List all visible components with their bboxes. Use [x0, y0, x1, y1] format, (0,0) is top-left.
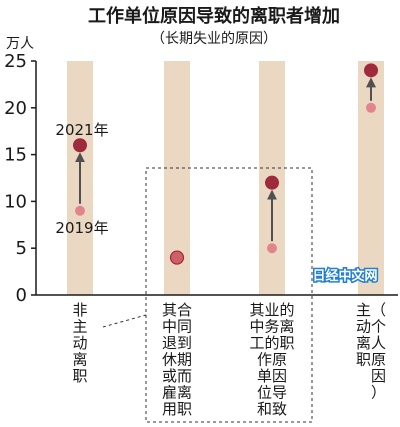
category-label-workplace: 其业的: [249, 301, 294, 319]
point-both-contract-end: [169, 250, 185, 265]
category-bands: [67, 61, 384, 295]
category-label-workplace: 中务离: [249, 318, 294, 336]
point-2019-workplace: [267, 243, 277, 254]
y-axis-unit: 万人: [6, 36, 34, 52]
category-label-contract-end: 雇离: [162, 384, 192, 402]
label-2019: 2019年: [55, 219, 108, 237]
category-label-contract-end: 休期: [162, 351, 192, 369]
category-label-contract-end: 中同: [162, 318, 192, 336]
category-label-workplace: 工的职: [249, 334, 294, 352]
data-points: [73, 63, 378, 265]
chart-title: 工作单位原因导致的离职者增加: [88, 5, 340, 27]
category-label-voluntary: 职原: [356, 351, 386, 369]
point-2021-voluntary: [364, 63, 378, 78]
point-2021-non-voluntary: [73, 138, 87, 153]
y-tick-label: 15: [4, 145, 27, 166]
watermark: 日经中文网: [312, 268, 377, 284]
category-label-voluntary: ）: [356, 384, 386, 402]
y-tick-label: 0: [16, 285, 27, 306]
series-labels: 2021年 2019年: [55, 121, 108, 237]
category-label-non-voluntary: 非: [72, 301, 87, 319]
y-tick-label: 20: [4, 98, 27, 119]
category-label-non-voluntary: 离: [72, 351, 87, 369]
breakdown-dashed-box: [102, 167, 313, 423]
y-tick-label: 25: [4, 51, 27, 72]
category-label-workplace: 单因: [257, 367, 287, 385]
category-label-contract-end: 或而: [162, 367, 192, 385]
category-label-contract-end: 用职: [162, 400, 192, 418]
breakdown-connector: [102, 314, 147, 328]
point-2021-workplace: [265, 175, 279, 190]
category-label-workplace: 位导: [257, 384, 287, 402]
category-label-voluntary: 主（: [356, 301, 386, 319]
point-2019-non-voluntary: [75, 205, 85, 216]
category-label-workplace: 和致: [257, 400, 287, 418]
chart-subtitle: （长期失业的原因）: [151, 31, 277, 47]
category-label-voluntary: 离人: [356, 334, 386, 352]
y-tick-label: 10: [4, 191, 27, 212]
category-label-workplace: 作原: [257, 351, 287, 369]
label-2021: 2021年: [55, 121, 108, 139]
y-tick-label: 5: [16, 238, 27, 259]
category-label-contract-end: 其合: [162, 301, 192, 319]
category-label-non-voluntary: 职: [72, 367, 87, 385]
category-label-non-voluntary: 主: [72, 318, 87, 336]
category-label-voluntary: 动个: [356, 318, 386, 336]
point-2019-voluntary: [366, 102, 376, 113]
y-axis-ticks: 0 5 10 15 20 25: [4, 51, 36, 306]
category-label-contract-end: 退到: [162, 334, 192, 352]
category-label-voluntary: 因: [356, 367, 386, 385]
change-arrows: [75, 77, 376, 242]
category-label-non-voluntary: 动: [72, 334, 87, 352]
